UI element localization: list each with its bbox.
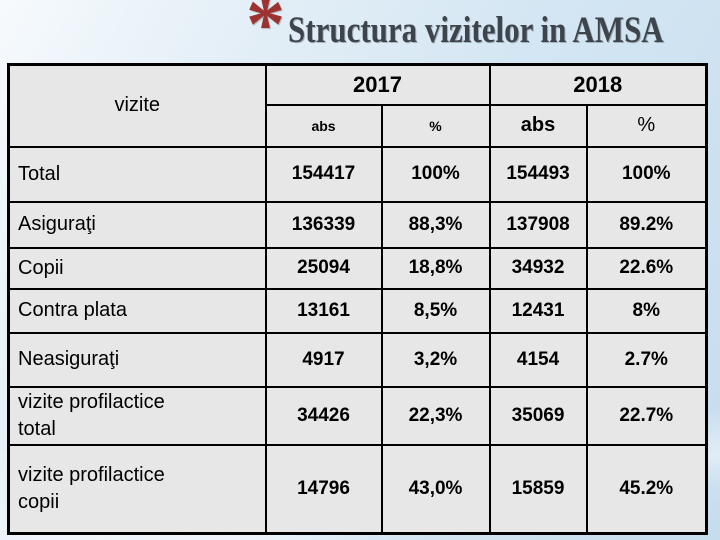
cell-pct-2018: 45.2% <box>585 443 708 535</box>
sub-header-pct-2017: % <box>380 103 491 148</box>
cell-pct-2018: 8% <box>585 287 708 334</box>
title-asterisk-icon: * <box>246 0 285 67</box>
row-label: vizite profilactice total <box>7 385 267 446</box>
cell-abs-2018: 12431 <box>488 287 588 334</box>
page-title-text: Structura vizitelor in AMSA <box>288 8 664 51</box>
cell-abs-2018: 4154 <box>488 331 588 388</box>
row-label: Neasiguraţi <box>7 331 267 388</box>
sub-header-abs-2018: abs <box>488 103 588 148</box>
row-label: Asiguraţi <box>7 200 267 249</box>
cell-abs-2018: 137908 <box>488 200 588 249</box>
sub-header-pct-2018: % <box>585 103 708 148</box>
cell-abs-2017: 25094 <box>264 246 383 290</box>
table-row: vizite profilactice copii 14796 43,0% 15… <box>7 443 708 535</box>
table-row: Neasiguraţi 4917 3,2% 4154 2.7% <box>7 331 708 388</box>
cell-pct-2017: 8,5% <box>380 287 491 334</box>
cell-pct-2018: 100% <box>585 145 708 203</box>
table-row: Total 154417 100% 154493 100% <box>7 145 708 203</box>
sub-header-abs-2017: abs <box>264 103 383 148</box>
cell-pct-2017: 88,3% <box>380 200 491 249</box>
cell-pct-2018: 22.6% <box>585 246 708 290</box>
table-row: Copii 25094 18,8% 34932 22.6% <box>7 246 708 290</box>
table-row: vizite profilactice total 34426 22,3% 35… <box>7 385 708 446</box>
year-header-2017: 2017 <box>264 63 491 106</box>
cell-abs-2017: 154417 <box>264 145 383 203</box>
cell-pct-2018: 89.2% <box>585 200 708 249</box>
cell-pct-2017: 100% <box>380 145 491 203</box>
cell-abs-2018: 15859 <box>488 443 588 535</box>
cell-pct-2017: 22,3% <box>380 385 491 446</box>
page-title: Structura vizitelor in AMSA <box>288 9 664 49</box>
cell-abs-2018: 34932 <box>488 246 588 290</box>
cell-pct-2018: 22.7% <box>585 385 708 446</box>
cell-abs-2018: 35069 <box>488 385 588 446</box>
corner-header-vizite: vizite <box>7 63 267 148</box>
visits-table: vizite 2017 2018 abs % abs % Total 15441… <box>7 63 709 535</box>
year-header-2018: 2018 <box>488 63 708 106</box>
table-row: Contra plata 13161 8,5% 12431 8% <box>7 287 708 334</box>
row-label: Copii <box>7 246 267 290</box>
table-row: Asiguraţi 136339 88,3% 137908 89.2% <box>7 200 708 249</box>
cell-pct-2017: 3,2% <box>380 331 491 388</box>
cell-abs-2017: 4917 <box>264 331 383 388</box>
cell-pct-2018: 2.7% <box>585 331 708 388</box>
table-header-row-sub: abs % abs % <box>9 103 708 148</box>
cell-pct-2017: 43,0% <box>380 443 491 535</box>
cell-abs-2017: 14796 <box>264 443 383 535</box>
row-label: Total <box>7 145 267 203</box>
cell-abs-2017: 13161 <box>264 287 383 334</box>
cell-abs-2017: 34426 <box>264 385 383 446</box>
row-label: vizite profilactice copii <box>7 443 267 535</box>
cell-abs-2018: 154493 <box>488 145 588 203</box>
row-label: Contra plata <box>7 287 267 334</box>
cell-abs-2017: 136339 <box>264 200 383 249</box>
table-header-row-years: vizite 2017 2018 <box>7 63 708 148</box>
cell-pct-2017: 18,8% <box>380 246 491 290</box>
